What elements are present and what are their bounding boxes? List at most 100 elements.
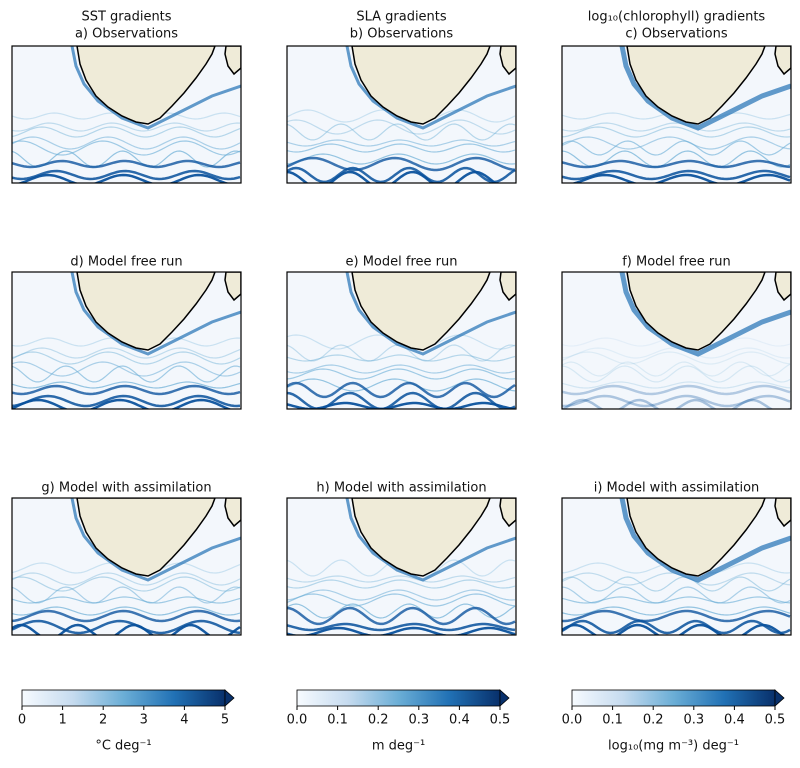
map-frame xyxy=(286,45,517,184)
coast-current xyxy=(345,272,516,356)
island xyxy=(499,498,516,528)
front xyxy=(12,159,241,169)
island xyxy=(224,272,241,302)
map-inner xyxy=(12,498,241,635)
colorbar-extend xyxy=(224,689,235,707)
colorbar-tick-label: 0.2 xyxy=(368,713,389,728)
front xyxy=(12,596,241,604)
front xyxy=(562,126,791,138)
map-inner xyxy=(12,46,241,183)
colorbar-tick-label: 0.1 xyxy=(602,713,623,728)
colorbar xyxy=(21,689,226,707)
panel-title: h) Model with assimilation xyxy=(316,481,486,496)
island xyxy=(499,46,516,76)
front xyxy=(562,365,791,383)
front xyxy=(287,579,516,589)
colorbar-extend xyxy=(774,689,785,707)
island xyxy=(774,498,791,528)
map xyxy=(11,45,242,184)
front xyxy=(562,122,791,132)
front xyxy=(12,576,241,592)
front xyxy=(562,609,791,623)
land xyxy=(76,272,216,351)
map-inner xyxy=(562,46,791,183)
coast-current xyxy=(70,46,241,130)
land xyxy=(76,46,216,125)
map-frame xyxy=(11,45,242,184)
front xyxy=(12,169,241,181)
map xyxy=(286,271,517,410)
coast-current xyxy=(345,498,516,582)
front xyxy=(562,619,791,635)
panel-title: b) Observations xyxy=(350,27,454,42)
land xyxy=(351,272,491,351)
coast-current xyxy=(345,46,516,130)
coast-current xyxy=(70,272,241,356)
front xyxy=(287,381,516,399)
land xyxy=(626,498,766,577)
colorbar-tick-label: 4 xyxy=(180,713,188,728)
map xyxy=(11,271,242,410)
map xyxy=(561,497,792,636)
colorbar-tick-label: 3 xyxy=(140,713,148,728)
front xyxy=(562,159,791,169)
front xyxy=(12,365,241,383)
colorbar-tick-label: 5 xyxy=(221,713,229,728)
colorbar xyxy=(571,689,776,707)
colorbar-tick-label: 0.4 xyxy=(449,713,470,728)
front xyxy=(287,119,516,135)
map-frame xyxy=(11,497,242,636)
coast-current xyxy=(619,46,791,131)
colorbar-tick-label: 0.4 xyxy=(724,713,745,728)
front xyxy=(287,606,516,626)
map-inner xyxy=(12,272,241,409)
map-inner xyxy=(287,272,516,409)
front xyxy=(562,623,786,635)
map-inner xyxy=(562,272,791,409)
map-frame xyxy=(561,45,792,184)
panel-title: d) Model free run xyxy=(70,255,182,270)
front xyxy=(287,364,516,374)
front xyxy=(287,368,516,380)
front xyxy=(287,153,516,165)
map xyxy=(561,271,792,410)
front xyxy=(12,122,241,132)
coast-current xyxy=(619,498,791,583)
panel-title: i) Model with assimilation xyxy=(594,481,760,496)
front xyxy=(12,126,241,138)
front xyxy=(562,596,791,604)
land xyxy=(351,498,491,577)
front xyxy=(287,354,516,362)
front xyxy=(287,575,516,583)
front xyxy=(562,398,791,409)
front xyxy=(12,140,241,156)
column-title: log₁₀(chlorophyll) gradients xyxy=(588,10,766,25)
front xyxy=(12,384,241,396)
front xyxy=(12,623,241,635)
front xyxy=(287,378,516,392)
colorbar-label: °C deg⁻¹ xyxy=(95,739,151,754)
front xyxy=(16,173,231,183)
colorbar-tick-label: 0.0 xyxy=(287,713,308,728)
land xyxy=(351,46,491,125)
front xyxy=(562,606,791,616)
panel-title: a) Observations xyxy=(75,27,178,42)
front xyxy=(287,170,498,183)
front xyxy=(287,123,516,141)
front xyxy=(562,576,791,592)
map-frame xyxy=(561,497,792,636)
front xyxy=(562,169,791,181)
land xyxy=(626,46,766,125)
front xyxy=(12,609,241,623)
colorbar-tick-label: 0.5 xyxy=(490,713,511,728)
map-frame xyxy=(11,271,242,410)
front xyxy=(287,593,516,607)
colorbar xyxy=(296,689,501,707)
colorbar-label: log₁₀(mg m⁻³) deg⁻¹ xyxy=(608,739,739,754)
colorbar-tick-label: 0.3 xyxy=(408,713,429,728)
front xyxy=(562,351,791,365)
front xyxy=(562,140,791,156)
map-inner xyxy=(287,498,516,635)
map xyxy=(561,45,792,184)
